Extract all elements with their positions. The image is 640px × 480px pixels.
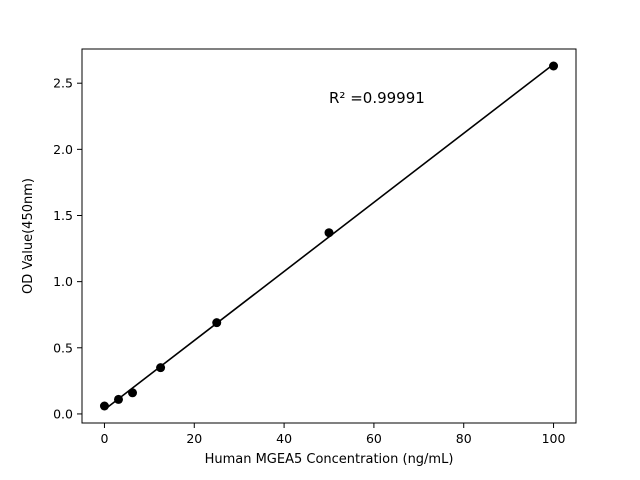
- data-point: [212, 318, 222, 328]
- x-axis-label: Human MGEA5 Concentration (ng/mL): [205, 452, 454, 467]
- x-tick-label: 0: [100, 431, 108, 446]
- data-point: [324, 228, 334, 238]
- y-tick-label: 2.5: [53, 76, 73, 91]
- data-point: [128, 388, 138, 398]
- x-tick-label: 100: [542, 431, 566, 446]
- y-tick-label: 0.5: [53, 340, 73, 355]
- y-axis-label: OD Value(450nm): [21, 178, 36, 294]
- x-tick-label: 20: [186, 431, 202, 446]
- y-tick-label: 1.5: [53, 208, 73, 223]
- x-tick-label: 60: [366, 431, 382, 446]
- r-squared-annotation: R² =0.99991: [329, 89, 425, 107]
- data-point: [99, 401, 109, 411]
- data-point: [113, 394, 123, 404]
- x-tick-label: 40: [276, 431, 292, 446]
- data-point: [549, 61, 559, 71]
- data-point: [156, 363, 166, 373]
- y-tick-label: 2.0: [53, 142, 73, 157]
- x-tick-label: 80: [456, 431, 472, 446]
- y-tick-label: 0.0: [53, 406, 73, 421]
- y-tick-label: 1.0: [53, 274, 73, 289]
